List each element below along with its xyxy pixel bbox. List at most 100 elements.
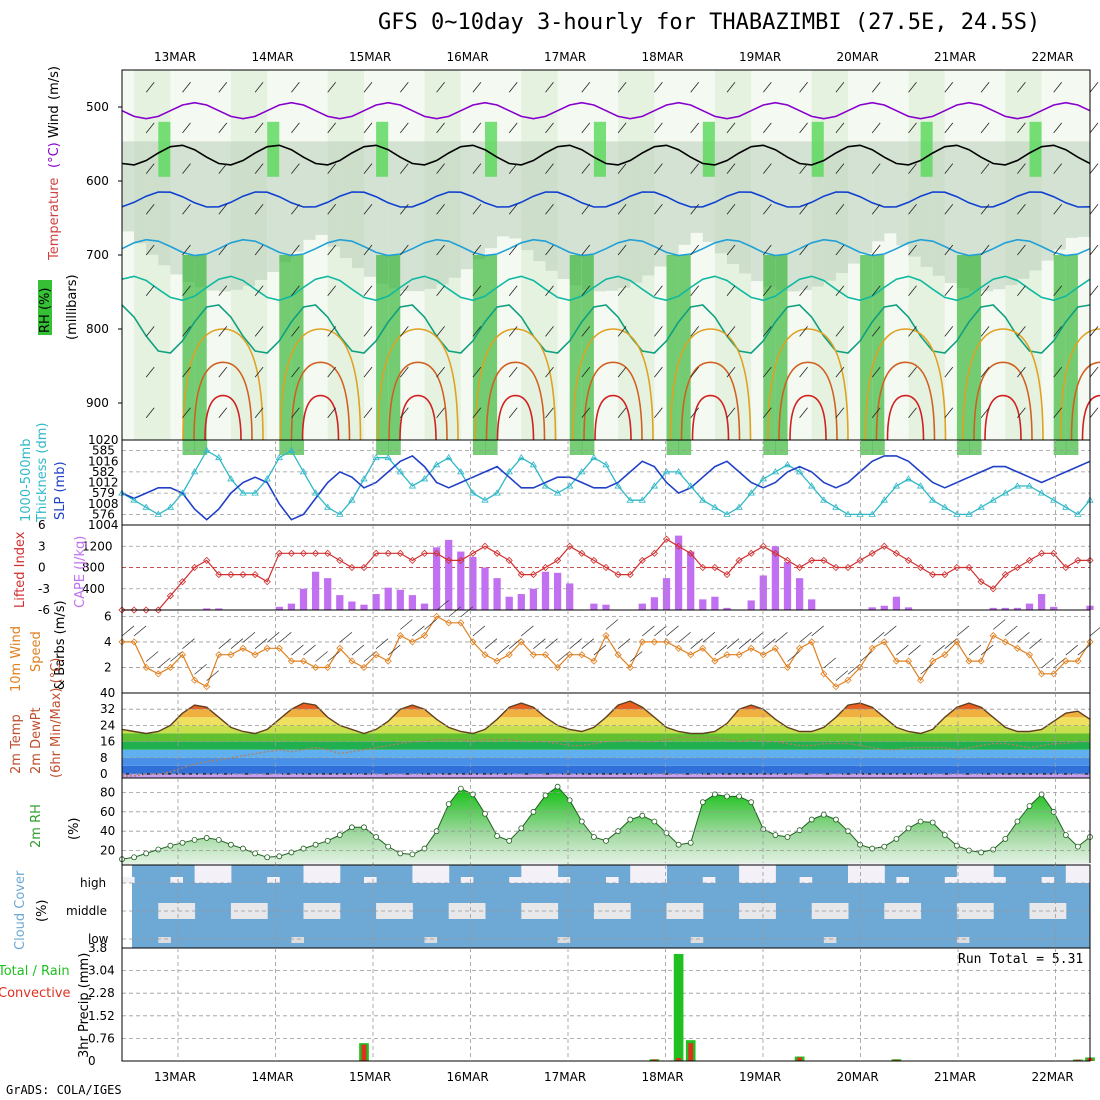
wind10m-barb bbox=[968, 644, 982, 656]
thickness-point bbox=[166, 503, 175, 510]
rh-point bbox=[772, 832, 779, 838]
lifted-index-point bbox=[529, 571, 537, 579]
thickness-point bbox=[178, 489, 187, 496]
cloud-mid-block bbox=[533, 903, 546, 919]
rh-point bbox=[276, 853, 283, 860]
rh-shade-band bbox=[969, 141, 982, 291]
thickness-point bbox=[941, 503, 949, 510]
rh-point bbox=[917, 818, 924, 825]
thickness-point bbox=[360, 475, 368, 482]
wind-barb bbox=[508, 244, 518, 256]
wind-barb bbox=[1017, 285, 1026, 296]
wind10m-barb bbox=[315, 651, 328, 662]
thickness-slp-panel: 576 579 582 585 1004 1008 1012 1016 1020 1000-500… bbox=[19, 423, 1094, 532]
rh-point bbox=[724, 793, 730, 800]
cloud-high-block bbox=[630, 863, 643, 883]
thickness-point bbox=[372, 453, 380, 461]
lifted-index-point bbox=[977, 578, 985, 586]
cloud-high-block bbox=[545, 863, 559, 883]
thickness-point bbox=[323, 503, 332, 510]
rh-tick: 20 bbox=[100, 844, 115, 858]
wind-barb bbox=[182, 326, 191, 337]
wind-barb bbox=[762, 163, 772, 174]
lifted-index-point bbox=[662, 535, 671, 543]
wind10m-barb bbox=[133, 625, 147, 637]
wind-barb bbox=[871, 81, 881, 93]
temp-band bbox=[122, 773, 1090, 778]
wind-barb bbox=[1089, 244, 1099, 256]
date-label-top: 22MAR bbox=[1032, 50, 1074, 64]
wind-barb bbox=[363, 122, 373, 134]
wind10m-barb bbox=[605, 619, 619, 630]
wind-speed-point bbox=[130, 638, 138, 646]
cloud-label-a: Cloud Cover bbox=[13, 870, 28, 950]
label-rh: RH (%) bbox=[38, 288, 53, 333]
wind10m-barb bbox=[303, 644, 316, 656]
wind-barb bbox=[690, 285, 700, 296]
rh-point bbox=[191, 836, 198, 843]
wind-speed-point bbox=[759, 651, 767, 659]
wind-speed-point bbox=[493, 657, 501, 665]
lifted-index-line bbox=[122, 538, 1090, 611]
rh-point bbox=[215, 836, 222, 843]
rh-high-plume bbox=[956, 255, 970, 455]
wind-speed-point bbox=[154, 670, 162, 678]
rh-shade-band bbox=[351, 141, 365, 269]
cape-bar bbox=[892, 596, 901, 610]
precip-tick: 0.76 bbox=[88, 1031, 115, 1045]
wind-barb bbox=[218, 244, 228, 256]
thickness-tick: 582 bbox=[92, 465, 115, 479]
thickness-point bbox=[1001, 489, 1010, 496]
wind-barb bbox=[799, 81, 808, 93]
date-label-bottom: 13MAR bbox=[154, 1070, 196, 1084]
wind10m-barb bbox=[799, 632, 812, 643]
wind-barb bbox=[617, 244, 627, 256]
rh-shade-band bbox=[509, 141, 522, 239]
cape-tick: 400 bbox=[82, 582, 105, 596]
wind10m-barb bbox=[775, 632, 788, 643]
cape-bar bbox=[324, 578, 332, 610]
wind10m-barb bbox=[763, 638, 776, 649]
rh-point bbox=[978, 849, 984, 856]
wind10m-barb bbox=[375, 638, 389, 649]
rh-shade-band bbox=[896, 141, 909, 246]
wind-barb bbox=[617, 81, 627, 93]
wind-barb bbox=[472, 163, 482, 174]
wind10m-barb bbox=[387, 644, 401, 656]
lifted-index-point bbox=[348, 563, 356, 572]
cloud-high-block bbox=[436, 863, 450, 883]
rh-shade-column bbox=[497, 70, 510, 440]
lifted-index-point bbox=[832, 563, 840, 572]
wind-barb bbox=[254, 122, 264, 134]
li-tick: 3 bbox=[38, 539, 46, 553]
thickness-point bbox=[747, 489, 755, 496]
wind-barb bbox=[363, 163, 373, 174]
wind10m-barb bbox=[206, 670, 219, 681]
wind-barb bbox=[690, 407, 700, 419]
cloud-high-block bbox=[194, 863, 208, 883]
wind-barb bbox=[581, 244, 591, 256]
wind-speed-point bbox=[638, 638, 646, 646]
wind-speed-point bbox=[820, 670, 828, 678]
rh-shade-band bbox=[533, 141, 546, 262]
rh-shade-band bbox=[593, 141, 607, 292]
wind-barb bbox=[327, 81, 337, 93]
precip-frame bbox=[121, 947, 1091, 1062]
wind10m-barb bbox=[1065, 644, 1079, 656]
temp-tick: 40 bbox=[100, 686, 115, 700]
lifted-index-point bbox=[505, 556, 513, 564]
precip-total-bar bbox=[673, 953, 684, 1061]
wind-barb bbox=[799, 204, 808, 215]
cape-bar bbox=[505, 596, 513, 610]
wind10m-barb bbox=[617, 638, 631, 649]
wind-barb bbox=[944, 407, 954, 419]
lifted-index-point bbox=[723, 571, 731, 579]
wind-speed-point bbox=[445, 619, 453, 627]
wind-barb bbox=[363, 81, 373, 93]
wind-barb bbox=[908, 122, 917, 134]
cape-bar bbox=[203, 608, 211, 610]
wind-barb bbox=[218, 163, 228, 174]
cape-bar bbox=[481, 567, 489, 610]
wind-barb bbox=[327, 326, 337, 337]
li-label: Lifted Index bbox=[13, 531, 28, 608]
